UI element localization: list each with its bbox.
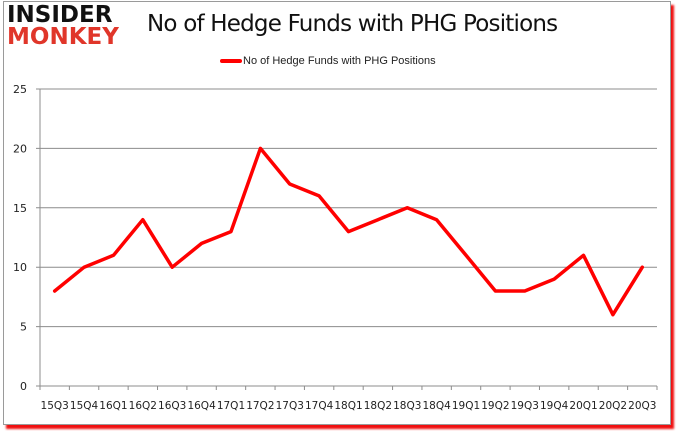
x-tick-label: 18Q1 [334,400,362,412]
x-tick-label: 16Q1 [99,400,127,412]
x-tick-label: 19Q3 [511,400,539,412]
x-tick-label: 15Q4 [70,400,99,412]
x-tick-label: 19Q1 [452,400,480,412]
x-tick-label: 17Q4 [305,400,334,412]
x-tick-label: 18Q2 [364,400,392,412]
y-tick-label: 0 [20,380,27,393]
x-tick-label: 19Q2 [481,400,509,412]
chart-title: No of Hedge Funds with PHG Positions [147,11,558,37]
x-tick-label: 17Q1 [217,400,245,412]
legend-line-swatch-icon [220,59,242,63]
x-tick-label: 17Q2 [246,400,274,412]
x-tick-label: 18Q4 [422,400,451,412]
chart-legend: No of Hedge Funds with PHG Positions [220,55,436,67]
y-tick-label: 25 [13,83,27,96]
x-tick-label: 20Q1 [569,400,597,412]
x-tick-label: 20Q2 [599,400,627,412]
logo-line-1: INSIDER [7,2,113,28]
x-tick-label: 16Q3 [158,400,186,412]
x-tick-label: 19Q4 [540,400,569,412]
x-tick-label: 20Q3 [628,400,656,412]
chart-card [3,1,671,425]
x-tick-label: 16Q4 [187,400,216,412]
y-tick-label: 10 [13,261,27,274]
legend-label: No of Hedge Funds with PHG Positions [243,55,436,67]
logo-line-2: MONKEY [7,24,119,50]
data-series-line [52,146,645,317]
x-tick-label: 15Q3 [41,400,69,412]
insider-monkey-logo: INSIDER MONKEY [7,2,119,50]
y-tick-label: 20 [13,142,27,155]
y-tick-label: 15 [13,202,27,215]
x-tick-label: 18Q3 [393,400,421,412]
x-tick-label: 17Q3 [276,400,304,412]
x-tick-label: 16Q2 [129,400,157,412]
y-tick-label: 5 [20,321,27,334]
